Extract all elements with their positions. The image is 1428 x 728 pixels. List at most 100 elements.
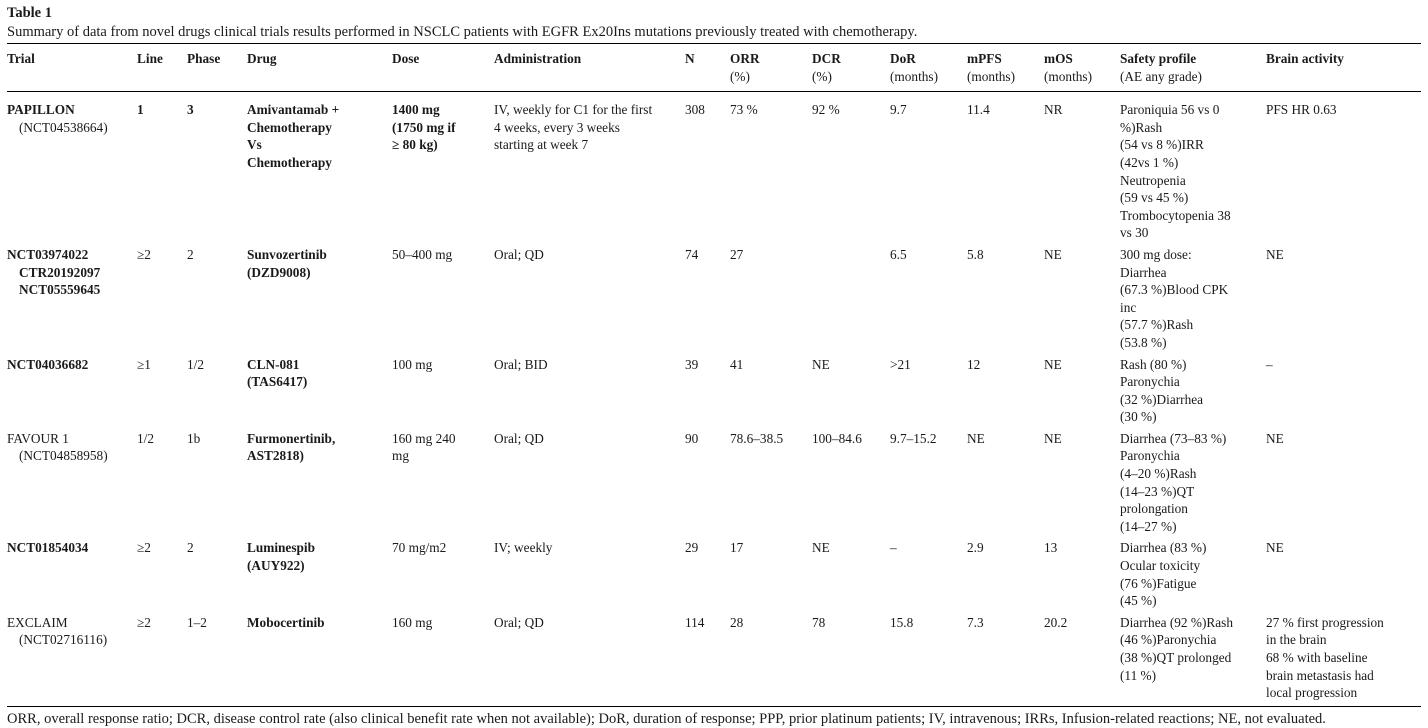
column-header: ORR (%) [730, 44, 812, 92]
data-table: Trial Line Phase Drug Dose Administration N ORR… [7, 44, 1421, 706]
cell-mos: 20.2 [1044, 614, 1068, 630]
cell-safety-line: Rash (80 %) [1120, 356, 1187, 372]
cell-dose: 50–400 mg [392, 246, 494, 356]
cell-dose-line: 160 mg [392, 614, 433, 630]
cell-dor: 9.7–15.2 [890, 430, 937, 446]
cell-mos: NR [1044, 102, 1063, 118]
table-label: Table 1 [7, 5, 52, 21]
cell-brain: – [1266, 356, 1421, 430]
cell-brain: PFS HR 0.63 [1266, 92, 1421, 246]
cell-trial-line: CTR20192097 [19, 264, 101, 280]
cell-n: 74 [685, 246, 699, 262]
cell-brain-line: local progression [1266, 685, 1358, 701]
cell-safety: 300 mg dose: Diarrhea (67.3 %)Blood CPK inc… [1120, 246, 1266, 356]
cell-trial: NCT04036682 [7, 356, 137, 430]
cell-administration-line: Oral; QD [494, 614, 544, 630]
cell-dor: 6.5 [890, 246, 907, 262]
cell-safety-line: (11 %) [1120, 667, 1157, 683]
cell-dose-line: ≥ 80 kg) [392, 137, 438, 153]
cell-orr: 78.6–38.5 [730, 430, 784, 446]
column-header-label: DCR [812, 51, 841, 66]
column-header-unit: (AE any grade) [1120, 68, 1202, 84]
cell-safety: Diarrhea (73–83 %) Paronychia (4–20 %)Rash… [1120, 430, 1266, 540]
cell-trial: NCT03974022 CTR20192097 NCT05559645 [7, 246, 137, 356]
table-bottom-rule [7, 705, 1421, 707]
cell-orr: 28 [730, 614, 744, 630]
cell-brain-line: in the brain [1266, 632, 1327, 648]
column-header: DCR (%) [812, 44, 890, 92]
cell-safety-line: Paroniquia 56 vs 0 [1120, 102, 1220, 118]
cell-dose-line: 70 mg/m2 [392, 540, 447, 556]
cell-safety-line: (54 vs 8 %)IRR [1120, 137, 1204, 153]
cell-dose-line: (1750 mg if [392, 119, 456, 135]
cell-brain-line: NE [1266, 246, 1284, 262]
cell-safety-line: (14–27 %) [1120, 518, 1177, 534]
cell-mpfs: NE [967, 430, 985, 446]
cell-n: 114 [685, 614, 705, 630]
table-header: Trial Line Phase Drug Dose Administration N ORR… [7, 44, 1421, 92]
cell-line: 1 [137, 102, 144, 118]
cell-drug-line: (DZD9008) [247, 264, 311, 280]
cell-safety-line: (30 %) [1120, 409, 1157, 425]
column-header-unit: (%) [730, 68, 750, 84]
cell-safety-line: (45 %) [1120, 593, 1157, 609]
table-row: NCT03974022 CTR20192097 NCT05559645 ≥2 2 Sunv… [7, 246, 1421, 356]
table-top-rule [7, 43, 1421, 44]
column-header: mPFS (months) [967, 44, 1044, 92]
cell-administration: IV; weekly [494, 539, 685, 613]
table-row: FAVOUR 1 (NCT04858958) 1/2 1b Furmonertinib,… [7, 430, 1421, 540]
cell-drug-line: Furmonertinib, [247, 430, 336, 446]
cell-line: ≥2 [137, 246, 151, 262]
cell-drug-line: Luminespib [247, 540, 315, 556]
table-caption: Summary of data from novel drugs clinica… [7, 24, 918, 40]
cell-mos: NE [1044, 356, 1062, 372]
cell-brain-line: 68 % with baseline [1266, 650, 1368, 665]
cell-administration-line: 4 weeks, every 3 weeks [494, 119, 620, 135]
cell-dor: 15.8 [890, 614, 914, 630]
cell-n: 90 [685, 430, 699, 446]
cell-brain-line: PFS HR 0.63 [1266, 102, 1337, 118]
cell-mos: 13 [1044, 540, 1058, 556]
column-header-label: Administration [494, 51, 582, 66]
column-header-label: N [685, 51, 695, 66]
cell-dose: 100 mg [392, 356, 494, 430]
cell-administration-line: Oral; QD [494, 430, 544, 446]
table-row: NCT01854034 ≥2 2 Luminespib (AUY922) 70 mg/m2… [7, 539, 1421, 613]
cell-trial-line: NCT01854034 [7, 540, 89, 556]
cell-mpfs: 2.9 [967, 540, 984, 556]
cell-trial-line: NCT05559645 [19, 282, 101, 298]
cell-safety-line: Paronychia [1120, 374, 1180, 390]
column-header-unit: (months) [1044, 68, 1093, 84]
cell-mpfs: 11.4 [967, 102, 990, 118]
cell-dcr: 92 % [812, 102, 840, 118]
cell-administration-line: starting at week 7 [494, 137, 589, 153]
column-header-label: Dose [392, 51, 420, 66]
cell-administration: Oral; QD [494, 614, 685, 706]
cell-drug-line: AST2818) [247, 448, 304, 464]
cell-administration-line: IV; weekly [494, 540, 553, 556]
cell-safety-line: prolongation [1120, 501, 1188, 517]
cell-safety-line: (59 vs 45 %) [1120, 190, 1189, 206]
cell-phase: 1–2 [187, 614, 207, 630]
column-header: Trial [7, 44, 137, 92]
cell-mpfs: 7.3 [967, 614, 984, 630]
table-row: NCT04036682 ≥1 1/2 CLN-081 (TAS6417) 100 mg Or… [7, 356, 1421, 430]
cell-dcr: NE [812, 540, 830, 556]
column-header-label: Trial [7, 51, 35, 66]
column-header-label: mPFS [967, 51, 1002, 66]
column-header: mOS (months) [1044, 44, 1120, 92]
cell-line: 1/2 [137, 430, 154, 446]
cell-dcr: 78 [812, 614, 826, 630]
cell-trial-line: NCT04036682 [7, 356, 89, 372]
cell-administration-line: Oral; QD [494, 246, 544, 262]
column-header-label: ORR [730, 51, 760, 66]
cell-drug-line: Mobocertinib [247, 614, 325, 630]
cell-trial-line: NCT03974022 [7, 246, 89, 262]
cell-trial-line: PAPILLON [7, 102, 75, 118]
cell-safety-line: vs 30 [1120, 225, 1149, 241]
cell-dose-line: 160 mg 240 [392, 430, 456, 446]
cell-drug-line: (AUY922) [247, 558, 305, 574]
cell-safety: Paroniquia 56 vs 0 %)Rash (54 vs 8 %)IRR (4… [1120, 92, 1266, 246]
cell-safety-line: (46 %)Paronychia [1120, 632, 1217, 648]
cell-n: 29 [685, 540, 699, 556]
